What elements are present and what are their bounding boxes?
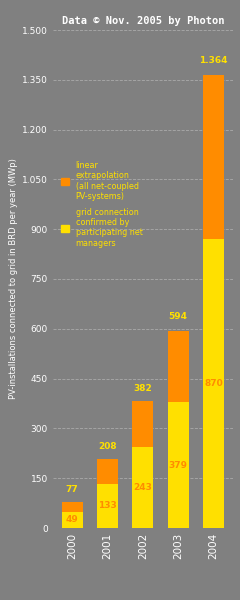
Text: 870: 870 (204, 379, 223, 388)
Bar (97, 484, 118, 528)
Text: 379: 379 (168, 461, 188, 470)
Bar (132, 448, 153, 528)
Text: 382: 382 (133, 384, 152, 393)
Bar (203, 75, 224, 239)
Bar (62, 502, 83, 512)
Y-axis label: PV-installations connected to grid in BRD per year (MWp): PV-installations connected to grid in BR… (9, 158, 18, 400)
Text: 243: 243 (133, 483, 152, 492)
Text: 77: 77 (66, 485, 78, 494)
Bar (132, 401, 153, 448)
Legend: linear
extrapolation
(all net-coupled
PV-systems), grid connection
confirmed by
: linear extrapolation (all net-coupled PV… (59, 158, 145, 250)
Text: 133: 133 (98, 502, 117, 511)
Bar (168, 402, 189, 528)
Bar (168, 331, 189, 402)
Text: 1.364: 1.364 (199, 56, 228, 65)
Bar (203, 239, 224, 528)
Text: 594: 594 (168, 312, 188, 321)
Title: Data © Nov. 2005 by Photon: Data © Nov. 2005 by Photon (61, 16, 224, 26)
Bar (62, 512, 83, 528)
Text: 208: 208 (98, 442, 117, 451)
Bar (97, 459, 118, 484)
Text: 49: 49 (66, 515, 78, 524)
